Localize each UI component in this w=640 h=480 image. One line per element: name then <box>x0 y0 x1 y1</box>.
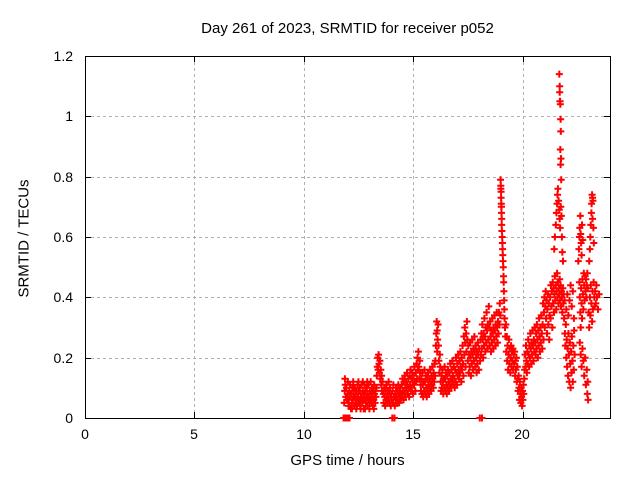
grid-lines <box>85 56 610 418</box>
x-tick-label: 15 <box>405 426 421 442</box>
x-tick-label: 0 <box>81 426 89 442</box>
x-tick-label: 20 <box>514 426 530 442</box>
x-tick-label: 5 <box>190 426 198 442</box>
chart-title: Day 261 of 2023, SRMTID for receiver p05… <box>201 20 494 37</box>
series-srmtid-points <box>340 70 603 422</box>
y-tick-label: 0.4 <box>53 289 73 305</box>
y-tick-label: 1.2 <box>53 48 73 64</box>
x-axis-label: GPS time / hours <box>290 452 405 469</box>
y-tick-label: 1 <box>65 108 73 124</box>
y-tick-label: 0.2 <box>53 350 73 366</box>
y-tick-label: 0 <box>65 410 73 426</box>
y-tick-label: 0.8 <box>53 169 73 185</box>
y-tick-label: 0.6 <box>53 229 73 245</box>
y-axis-label: SRMTID / TECUs <box>15 179 33 298</box>
x-tick-label: 10 <box>296 426 312 442</box>
